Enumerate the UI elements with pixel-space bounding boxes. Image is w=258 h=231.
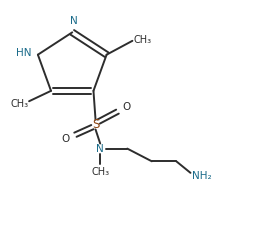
Text: CH₃: CH₃ (91, 167, 109, 177)
Text: N: N (96, 144, 104, 154)
Text: CH₃: CH₃ (10, 99, 28, 109)
Text: CH₃: CH₃ (133, 35, 151, 45)
Text: O: O (61, 134, 70, 144)
Text: O: O (122, 103, 131, 112)
Text: HN: HN (16, 48, 31, 58)
Text: N: N (70, 16, 77, 26)
Text: NH₂: NH₂ (192, 171, 211, 181)
Text: S: S (92, 118, 99, 131)
